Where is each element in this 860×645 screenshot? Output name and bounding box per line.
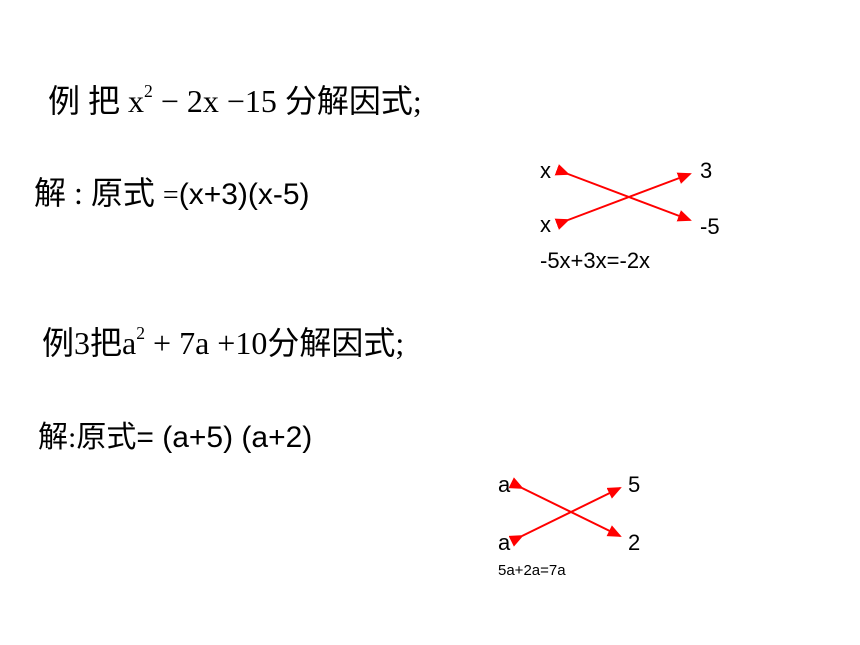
ex2-sol-eq: =: [136, 421, 154, 454]
example2-solution: 解:原式= (a+5) (a+2): [38, 412, 312, 456]
ex2-sol-prefix: 解:原式: [38, 421, 136, 454]
ex1-suffix: 分解因式;: [285, 83, 422, 119]
ex2-rest: + 7a +10: [145, 325, 267, 361]
ex1-sol-prefix: 解 : 原式: [34, 175, 155, 211]
ex2-cross-arrows: [498, 472, 678, 562]
ex1-rest: − 2x −15: [153, 83, 277, 119]
ex2-sol-f1: (a+5): [154, 421, 242, 454]
ex2-base: a: [122, 325, 136, 361]
ex2-prefix: 例3把: [42, 325, 122, 361]
ex2-suffix: 分解因式;: [267, 325, 404, 361]
example1-problem: 例 把 x2 − 2x −15 分解因式;: [48, 76, 422, 122]
ex2-sol-f2: (a+2): [241, 421, 312, 454]
ex1-base: x: [128, 83, 144, 119]
ex2-cross-check: 5a+2a=7a: [498, 562, 566, 579]
ex1-sol-eq: =: [163, 180, 179, 211]
ex2-exp: 2: [136, 323, 145, 343]
example1-solution: 解 : 原式 =(x+3)(x-5): [34, 168, 310, 214]
ex1-exp: 2: [144, 81, 153, 101]
example2-problem: 例3把a2 + 7a +10分解因式;: [42, 318, 404, 364]
ex1-cross-check: -5x+3x=-2x: [540, 248, 650, 274]
ex1-sol-f1: (x+3): [179, 178, 248, 211]
ex1-prefix: 例 把: [48, 83, 128, 119]
ex1-cross-arrows: [540, 158, 750, 248]
ex1-sol-f2: (x-5): [248, 178, 310, 211]
